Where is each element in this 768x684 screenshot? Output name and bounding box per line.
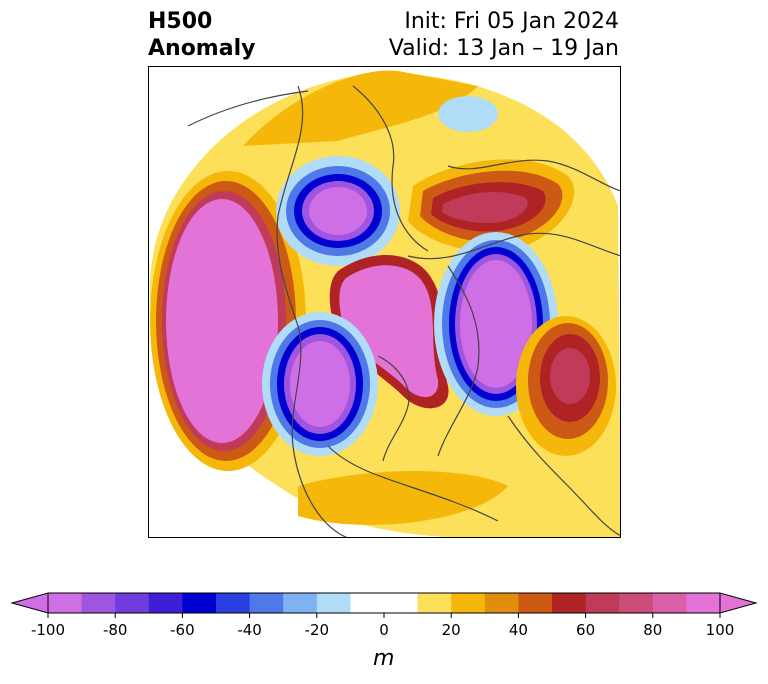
colorbar-tick-label: 60 (576, 621, 595, 639)
europe-ridge-core (550, 348, 590, 404)
anomaly-shading (149, 70, 621, 538)
title-block-right: Init: Fri 05 Jan 2024 Valid: 13 Jan – 19… (389, 8, 619, 62)
colorbar-bins (48, 593, 721, 613)
colorbar: -100 -80 -60 -40 -20 0 20 40 60 80 100 (10, 592, 758, 639)
positive-band-south (298, 471, 508, 525)
colorbar-bin (148, 593, 183, 613)
na-trough-core (290, 341, 350, 427)
colorbar-tick-label: -60 (170, 621, 195, 639)
arctic-ridge-core (339, 265, 439, 398)
colorbar-bin (417, 593, 452, 613)
colorbar-tick-label: -100 (31, 621, 65, 639)
siberia-ridge-core (442, 192, 528, 224)
colorbar-tick-label: 40 (509, 621, 528, 639)
colorbar-extend-low (10, 592, 49, 614)
colorbar-bin (384, 593, 419, 613)
colorbar-tick-label: -20 (305, 621, 330, 639)
colorbar-bin (216, 593, 251, 613)
colorbar-bin (81, 593, 116, 613)
colorbar-tick-label: -80 (103, 621, 128, 639)
colorbar-tick-label: 20 (442, 621, 461, 639)
pacific-ridge-core (166, 199, 278, 443)
colorbar-bin (652, 593, 687, 613)
map-frame (148, 66, 621, 538)
colorbar-bin (249, 593, 284, 613)
colorbar-extend-high (719, 592, 758, 614)
colorbar-bin (350, 593, 385, 613)
colorbar-bin (585, 593, 620, 613)
title-field: Anomaly (148, 36, 256, 61)
init-date: Init: Fri 05 Jan 2024 (404, 9, 619, 34)
anomaly-map (148, 66, 621, 538)
valid-range: Valid: 13 Jan – 19 Jan (388, 36, 619, 61)
atlantic-trough-core (460, 260, 532, 388)
colorbar-bin (552, 593, 587, 613)
colorbar-tick-label: 100 (706, 621, 735, 639)
colorbar-bin (518, 593, 553, 613)
title-variable: H500 (148, 9, 213, 34)
colorbar-bin (48, 593, 83, 613)
coastlines (187, 85, 621, 538)
colorbar-bin (451, 593, 486, 613)
colorbar-ticks: -100 -80 -60 -40 -20 0 20 40 60 80 100 (31, 613, 734, 639)
colorbar-bin (316, 593, 351, 613)
colorbar-tick-label: -40 (237, 621, 262, 639)
colorbar-tick-label: 80 (643, 621, 662, 639)
north-trough-spot (438, 96, 498, 132)
title-block-left: H500 Anomaly (148, 8, 255, 62)
colorbar-tick-label: 0 (379, 621, 389, 639)
colorbar-bin (686, 593, 721, 613)
colorbar-unit: m (373, 646, 395, 671)
eurasia-trough-core (309, 187, 367, 235)
colorbar-bin (619, 593, 654, 613)
colorbar-bin (484, 593, 519, 613)
colorbar-bin (115, 593, 150, 613)
colorbar-bin (182, 593, 217, 613)
colorbar-bin (283, 593, 318, 613)
